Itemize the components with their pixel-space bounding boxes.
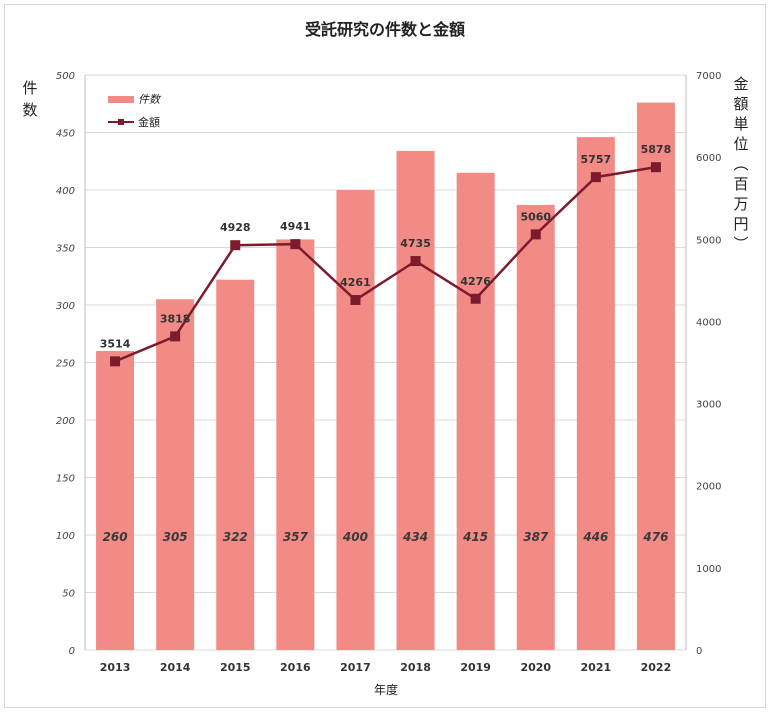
bar-value-label: 260 (103, 530, 128, 544)
amount-marker-2016 (290, 239, 301, 250)
amount-value-label: 3514 (100, 337, 131, 350)
left-axis-ticks: 0 50 100 150 200 250 300 350 400 450 500 (56, 71, 75, 657)
right-axis-title-char: 円 (733, 215, 748, 233)
x-tick-label: 2016 (280, 661, 311, 674)
amount-value-label: 4928 (220, 221, 251, 234)
amount-marker-2018 (410, 256, 421, 267)
right-axis-title-char: 金 (733, 75, 748, 93)
bar-2019 (456, 172, 495, 650)
amount-value-label: 5060 (520, 210, 551, 223)
left-tick-label: 50 (62, 589, 75, 600)
bar-value-label: 476 (642, 530, 668, 544)
bar-value-label: 305 (163, 530, 188, 544)
right-tick-label: 0 (696, 646, 702, 657)
right-tick-label: 4000 (696, 317, 721, 328)
bar-2015 (216, 279, 255, 650)
bar-value-label: 400 (342, 530, 368, 544)
left-tick-label: 450 (56, 129, 75, 140)
amount-line-path (114, 165, 657, 363)
amount-value-label: 4276 (460, 275, 491, 288)
left-tick-label: 300 (56, 301, 75, 312)
right-axis-ticks: 0 1000 2000 3000 4000 5000 6000 7000 (696, 71, 721, 657)
bar-value-label: 387 (523, 530, 549, 544)
right-tick-label: 5000 (696, 235, 721, 246)
bar-2018 (396, 150, 435, 650)
right-tick-label: 6000 (696, 153, 721, 164)
left-tick-label: 350 (56, 244, 75, 255)
line-series-amount (110, 162, 661, 367)
legend-swatch-count (108, 96, 134, 103)
left-tick-label: 100 (56, 531, 75, 542)
amount-value-label: 4941 (280, 220, 311, 233)
legend: 件数 金額 (108, 93, 162, 129)
right-axis-title-char: 単 (733, 115, 748, 133)
x-tick-label: 2019 (460, 661, 491, 674)
amount-marker-2015 (230, 240, 241, 251)
bar-value-label: 446 (582, 530, 608, 544)
x-tick-label: 2018 (400, 661, 431, 674)
amount-value-label: 4261 (340, 276, 371, 289)
x-axis-ticks: 2013 2014 2015 2016 2017 2018 2019 2020 2021 2022 (100, 661, 672, 674)
x-tick-label: 2021 (581, 661, 612, 674)
amount-value-label: 4735 (400, 237, 431, 250)
amount-marker-2020 (530, 229, 541, 240)
x-tick-label: 2020 (520, 661, 551, 674)
bar-value-labels: 260 305 322 357 400 434 415 387 446 476 (103, 530, 669, 544)
amount-marker-2014 (170, 331, 181, 342)
bar-value-label: 322 (223, 530, 248, 544)
amount-value-label: 5878 (641, 143, 672, 156)
left-tick-label: 150 (56, 474, 75, 485)
amount-marker-2017 (350, 294, 361, 305)
chart-title: 受託研究の件数と金額 (305, 20, 465, 39)
bar-value-label: 434 (402, 530, 428, 544)
legend-label-count: 件数 (138, 93, 162, 106)
x-tick-label: 2013 (100, 661, 131, 674)
left-tick-label: 0 (69, 646, 75, 657)
right-tick-label: 2000 (696, 482, 721, 493)
amount-marker-2013 (110, 356, 121, 367)
left-tick-label: 400 (56, 186, 75, 197)
x-axis-title: 年度 (374, 682, 398, 697)
legend-swatch-amount-marker (118, 119, 124, 125)
bar-2020 (516, 204, 555, 650)
bar-2014 (156, 299, 195, 650)
amount-value-label: 5757 (581, 153, 612, 166)
right-tick-label: 3000 (696, 400, 721, 411)
x-tick-label: 2017 (340, 661, 371, 674)
right-tick-label: 7000 (696, 71, 721, 82)
left-tick-label: 200 (56, 416, 75, 427)
right-axis-title-char: 位 (733, 135, 748, 153)
right-axis-title-char: 百 (733, 175, 748, 193)
x-tick-label: 2015 (220, 661, 251, 674)
legend-label-amount: 金額 (138, 115, 160, 129)
amount-marker-2019 (470, 293, 481, 304)
x-tick-label: 2022 (641, 661, 672, 674)
left-axis-title-char: 数 (22, 101, 37, 119)
amount-marker-2022 (650, 162, 661, 173)
bar-2021 (576, 137, 615, 651)
left-axis-title: 件数 (22, 79, 37, 119)
left-tick-label: 250 (56, 359, 75, 370)
bar-2022 (636, 102, 675, 651)
bar-series-count (96, 102, 675, 651)
bar-2016 (276, 239, 315, 650)
bar-2017 (336, 190, 375, 650)
line-value-labels: 3514 3818 4928 4941 4261 4735 4276 5060 5757 5878 (100, 143, 672, 350)
x-tick-label: 2014 (160, 661, 191, 674)
bar-value-label: 415 (462, 530, 488, 544)
amount-marker-2021 (590, 172, 601, 183)
right-tick-label: 1000 (696, 564, 721, 575)
right-axis-title-char: 万 (733, 195, 748, 213)
left-axis-title-char: 件 (22, 79, 37, 97)
right-axis-title-char: 額 (733, 95, 748, 113)
bar-2013 (96, 351, 135, 650)
right-axis-title-char: ︵ (733, 155, 748, 173)
bar-value-label: 357 (283, 530, 309, 544)
left-tick-label: 500 (56, 71, 75, 82)
right-axis-title-char: ︶ (733, 235, 748, 253)
amount-value-label: 3818 (160, 312, 191, 325)
